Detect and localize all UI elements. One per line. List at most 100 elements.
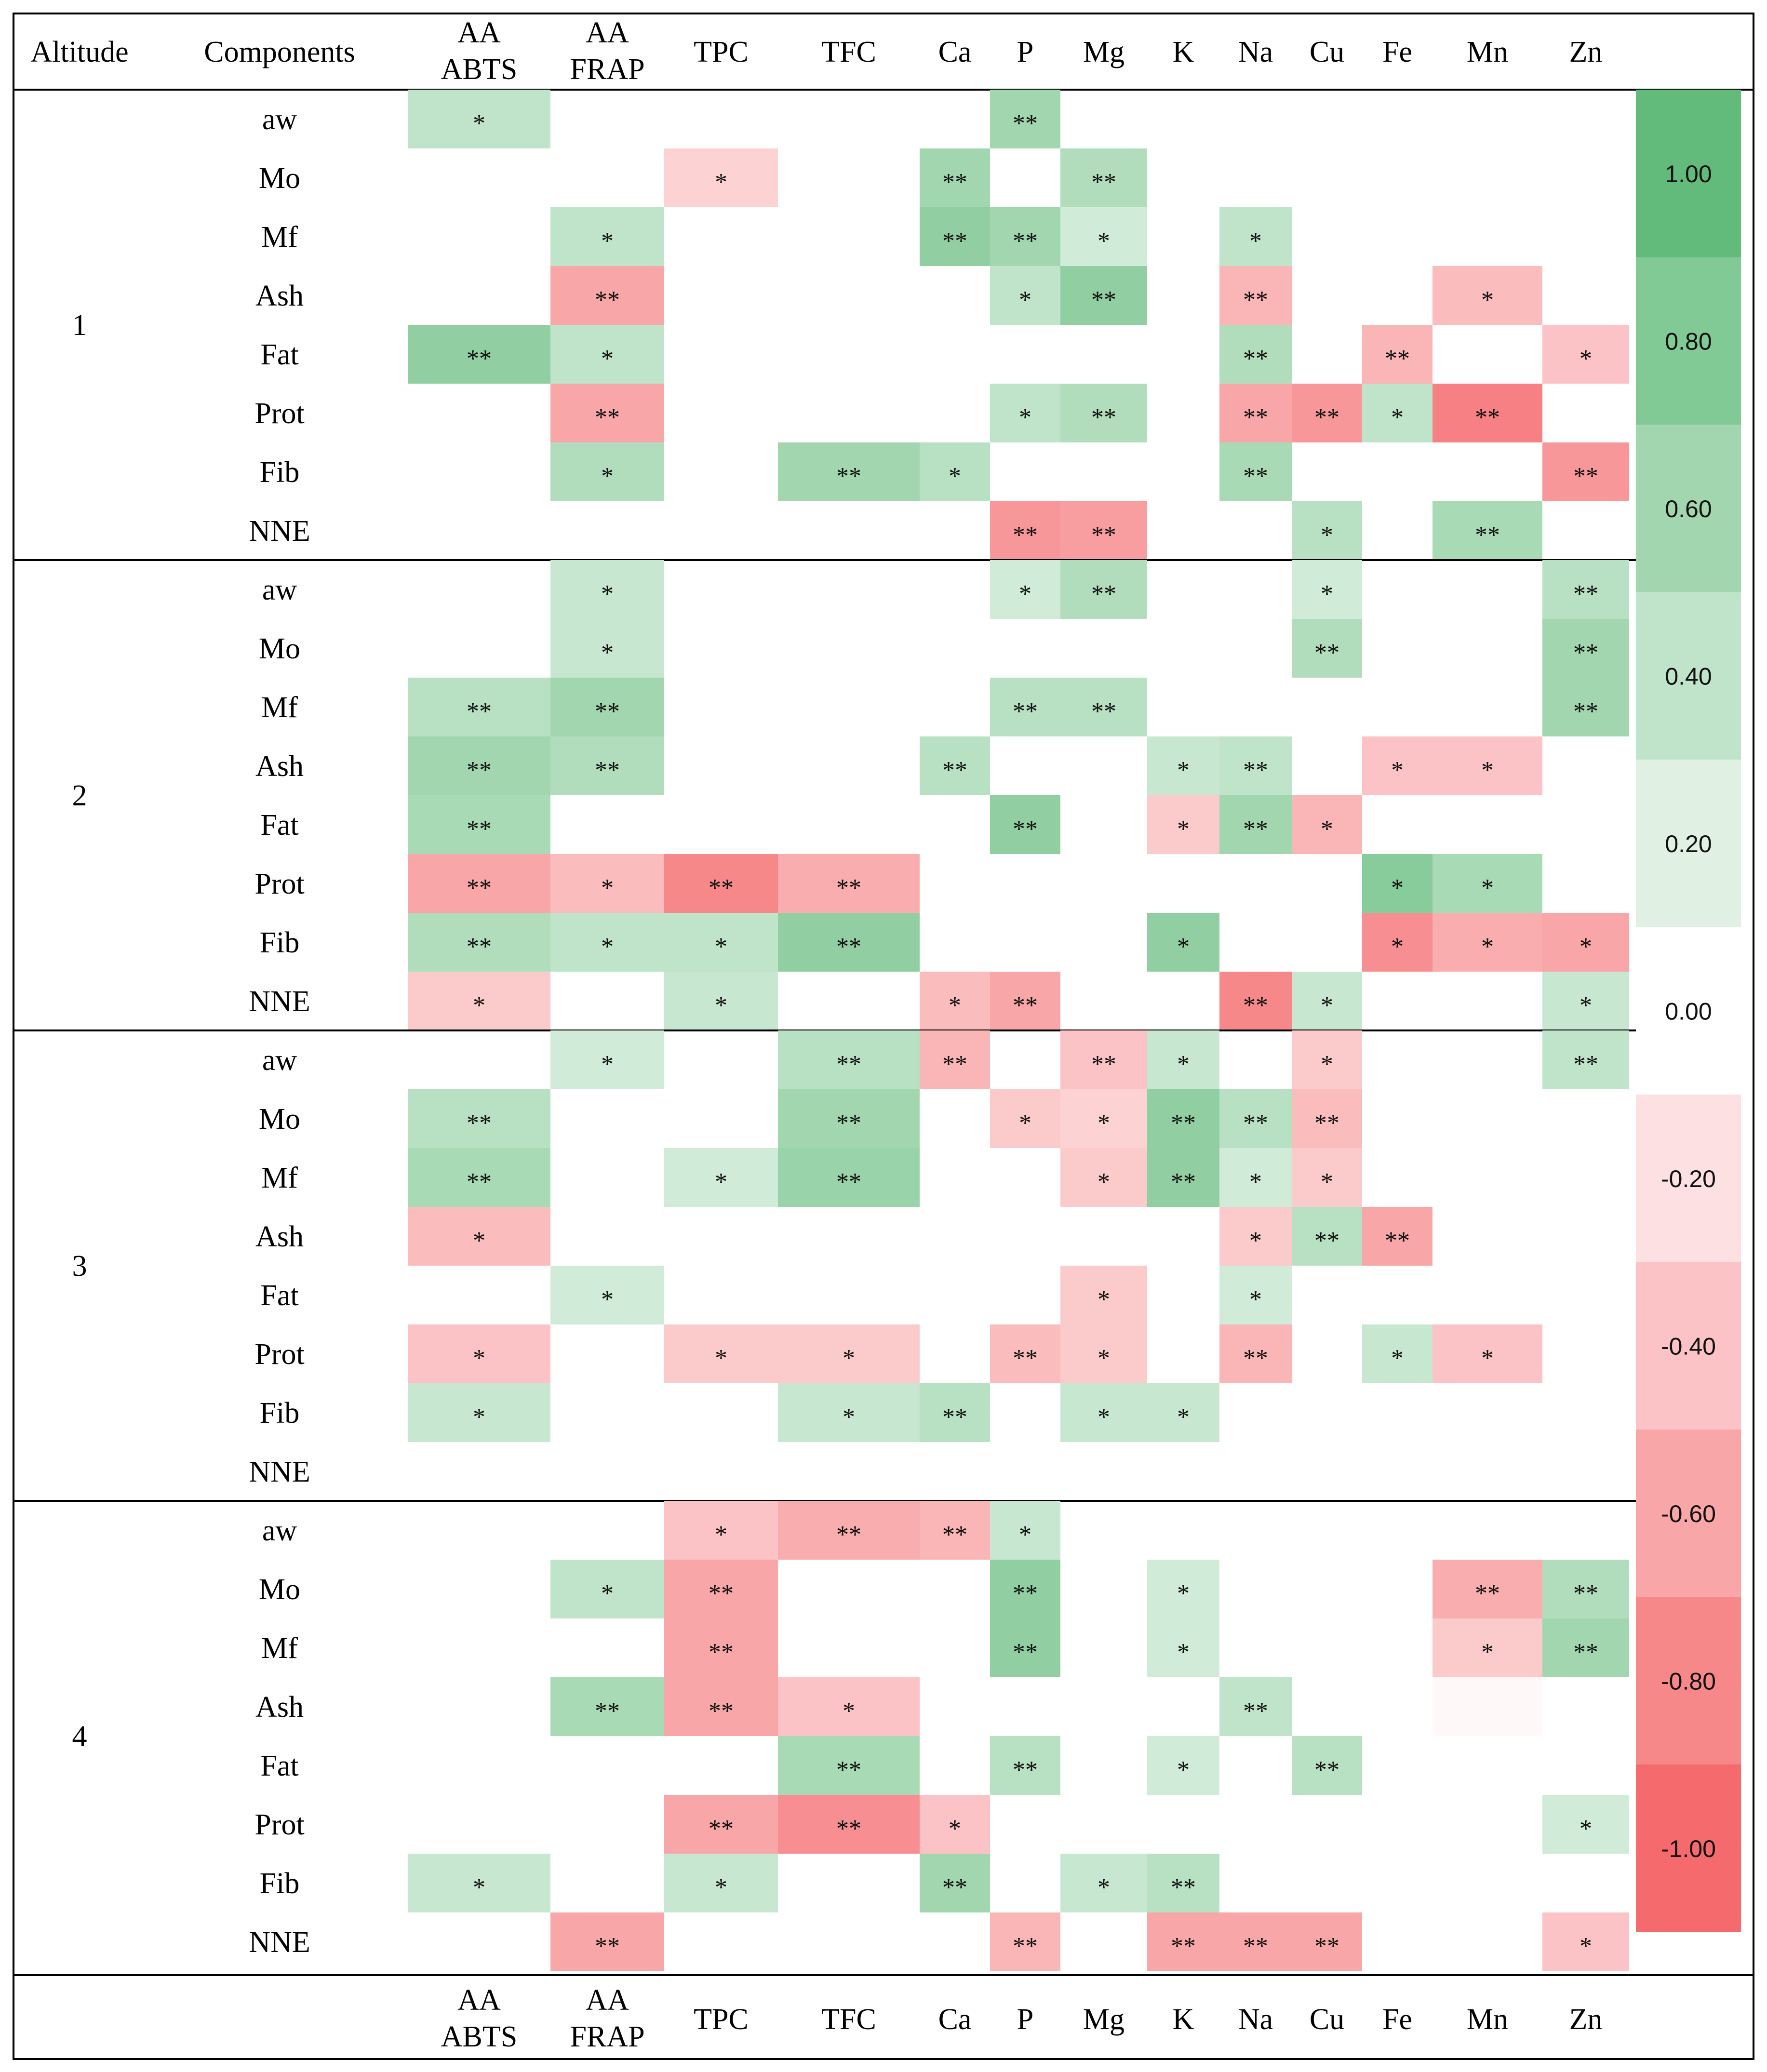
heatmap-cell <box>1362 913 1432 972</box>
significance-mark: * <box>1391 874 1404 902</box>
heatmap-cell <box>1432 1677 1542 1736</box>
significance-mark: ** <box>1243 463 1268 490</box>
heatmap-cell <box>408 1207 550 1266</box>
significance-mark: * <box>1321 815 1333 843</box>
significance-mark: ** <box>1243 1110 1268 1137</box>
legend-swatch <box>1636 1430 1741 1597</box>
component-label: Prot <box>254 868 304 900</box>
significance-mark: * <box>473 1227 485 1255</box>
heatmap-cell <box>550 678 664 736</box>
altitude-label: 3 <box>72 1250 87 1283</box>
significance-mark: * <box>1481 874 1494 902</box>
significance-mark: * <box>1177 1051 1190 1078</box>
significance-mark: ** <box>1573 463 1598 490</box>
significance-mark: ** <box>1475 521 1500 549</box>
heatmap-cell <box>920 1795 990 1854</box>
significance-mark: * <box>1019 1110 1031 1137</box>
heatmap-cell <box>1219 1089 1292 1148</box>
column-header-Fe: Fe <box>1382 36 1412 68</box>
heatmap-cell <box>1292 1736 1362 1795</box>
significance-mark: ** <box>1243 757 1268 784</box>
heatmap-cell <box>550 207 664 266</box>
component-label: Mo <box>259 632 300 665</box>
heatmap-cell <box>1432 501 1542 560</box>
significance-mark: * <box>1249 227 1262 255</box>
legend-swatch <box>1636 1262 1741 1430</box>
significance-mark: * <box>1177 933 1190 961</box>
significance-mark: ** <box>1243 992 1268 1019</box>
significance-mark: ** <box>1091 404 1116 431</box>
significance-mark: ** <box>1013 1639 1038 1666</box>
significance-mark: * <box>1481 1639 1494 1666</box>
significance-mark: * <box>843 1345 855 1372</box>
significance-mark: * <box>1249 1168 1262 1196</box>
heatmap-cell <box>1060 501 1147 560</box>
legend-tick-label: 0.60 <box>1665 495 1712 522</box>
heatmap-cell <box>550 1266 664 1324</box>
significance-mark: ** <box>836 1051 861 1078</box>
significance-mark: ** <box>836 1168 861 1196</box>
significance-mark: * <box>715 1168 727 1196</box>
heatmap-cell <box>778 854 920 913</box>
heatmap-cell <box>664 1854 778 1912</box>
heatmap-cell <box>1219 1912 1292 1971</box>
component-label: aw <box>262 103 297 136</box>
significance-mark: * <box>1098 1286 1110 1313</box>
significance-mark: ** <box>709 1639 734 1666</box>
significance-mark: ** <box>942 1051 967 1078</box>
significance-mark: ** <box>1013 992 1038 1019</box>
significance-mark: ** <box>595 698 620 725</box>
heatmap-cell <box>1362 736 1432 795</box>
significance-mark: * <box>1249 1286 1262 1313</box>
heatmap-cell <box>920 972 990 1030</box>
significance-mark: ** <box>836 933 861 961</box>
heatmap-cell <box>1432 913 1542 972</box>
heatmap-cell <box>1362 1207 1432 1266</box>
heatmap-cell <box>990 972 1060 1030</box>
heatmap-cell <box>550 1030 664 1089</box>
column-footer-Mn: Mn <box>1467 2003 1508 2036</box>
heatmap-cell <box>1219 1207 1292 1266</box>
significance-mark: ** <box>1314 1227 1339 1255</box>
significance-mark: ** <box>1243 1698 1268 1725</box>
heatmap-cell <box>408 1324 550 1383</box>
significance-mark: * <box>1098 1874 1110 1901</box>
significance-mark: * <box>1249 1227 1262 1255</box>
component-label: Fat <box>260 338 298 371</box>
legend-tick-label: -1.00 <box>1661 1835 1716 1862</box>
significance-mark: ** <box>836 874 861 902</box>
heatmap-cell <box>1147 1854 1219 1912</box>
column-footer-Fe: Fe <box>1382 2003 1412 2036</box>
heatmap-cell <box>778 442 920 501</box>
significance-mark: ** <box>1573 1051 1598 1078</box>
significance-mark: ** <box>467 815 492 843</box>
column-header-K: K <box>1173 36 1194 68</box>
heatmap-cell <box>1219 384 1292 442</box>
significance-mark: ** <box>1573 580 1598 608</box>
significance-mark: ** <box>1243 1345 1268 1372</box>
heatmap-cell <box>778 1736 920 1795</box>
heatmap-cell <box>1147 1383 1219 1442</box>
significance-mark: * <box>1019 286 1031 314</box>
significance-mark: ** <box>1573 1580 1598 1607</box>
heatmap-cell <box>408 1383 550 1442</box>
heatmap-cell <box>778 1324 920 1383</box>
component-label: Prot <box>254 1338 304 1371</box>
significance-mark: ** <box>1314 1110 1339 1137</box>
column-footer-Mg: Mg <box>1083 2003 1124 2036</box>
significance-mark: ** <box>709 1815 734 1843</box>
significance-mark: ** <box>942 1521 967 1549</box>
significance-mark: ** <box>836 463 861 490</box>
heatmap-cell <box>1432 1618 1542 1677</box>
component-label: Mf <box>261 1632 298 1665</box>
significance-mark: * <box>1391 404 1404 431</box>
heatmap-cell <box>1542 1030 1629 1089</box>
heatmap-cell <box>1147 1912 1219 1971</box>
significance-mark: ** <box>467 933 492 961</box>
heatmap-cell <box>408 1148 550 1207</box>
heatmap-cell <box>1542 1912 1629 1971</box>
heatmap-cell <box>1292 501 1362 560</box>
heatmap-cell <box>550 442 664 501</box>
significance-mark: ** <box>942 1404 967 1431</box>
heatmap-cell <box>1147 913 1219 972</box>
